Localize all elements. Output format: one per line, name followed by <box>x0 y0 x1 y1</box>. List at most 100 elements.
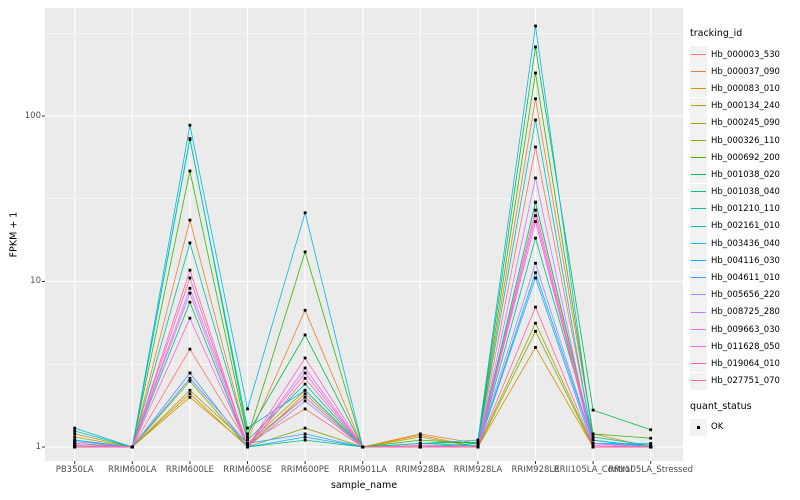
data-point <box>246 435 249 439</box>
data-point <box>303 426 307 430</box>
data-point <box>303 399 307 403</box>
legend-key-line-icon <box>690 338 707 356</box>
data-point <box>534 145 537 149</box>
data-point <box>649 442 653 445</box>
data-point <box>534 208 537 212</box>
y-tick-label: 10 <box>30 276 41 286</box>
data-point <box>534 71 537 75</box>
data-point <box>534 176 537 180</box>
data-point <box>418 442 422 445</box>
legend-items: Hb_000003_530 Hb_000037_090 Hb_000083_010 H… <box>690 46 800 390</box>
legend-key-line-icon <box>690 80 707 98</box>
data-point <box>73 435 77 439</box>
legend-item: Hb_000134_240 <box>690 97 800 115</box>
data-point <box>534 118 537 122</box>
legend-label: Hb_001038_040 <box>711 187 780 198</box>
data-point <box>476 438 480 442</box>
x-axis-title: sample_name <box>330 480 398 491</box>
data-point <box>73 426 77 430</box>
data-point <box>188 376 192 380</box>
data-point <box>649 445 653 449</box>
data-point <box>303 395 307 399</box>
legend-label: Hb_004116_030 <box>711 255 780 266</box>
data-point <box>591 445 595 449</box>
legend-item: Hb_000003_530 <box>690 46 800 64</box>
data-point <box>246 407 249 411</box>
data-point <box>188 286 192 290</box>
legend-label: Hb_009663_030 <box>711 324 780 335</box>
data-point <box>418 445 422 449</box>
x-tick-label: PB350LA <box>55 465 94 475</box>
data-point <box>73 429 77 433</box>
data-point <box>534 261 537 265</box>
data-point <box>188 138 192 141</box>
data-point <box>534 329 537 333</box>
data-point <box>303 211 307 215</box>
legend-item: Hb_000245_090 <box>690 114 800 132</box>
data-point <box>188 388 192 392</box>
legend-item: Hb_001038_020 <box>690 166 800 184</box>
data-point <box>188 316 192 320</box>
legend-label: Hb_008725_280 <box>711 307 780 318</box>
x-tick-label: RRII105LA_Control <box>553 465 633 475</box>
data-point <box>73 442 77 445</box>
x-tick-label: RRIM600LA <box>107 465 157 475</box>
legend-label: Hb_000326_110 <box>711 135 780 146</box>
legend-label: Hb_001038_020 <box>711 169 780 180</box>
data-point <box>303 432 307 436</box>
legend-label: Hb_027751_070 <box>711 376 780 387</box>
legend-key-line-icon <box>690 321 707 339</box>
x-tick-label: RRIM600LE <box>165 465 214 475</box>
data-point <box>303 382 307 386</box>
legend-item: Hb_003436_040 <box>690 235 800 253</box>
data-point <box>303 388 307 392</box>
data-point <box>534 200 537 204</box>
legend-item: Hb_008725_280 <box>690 303 800 321</box>
ok-point-key-icon <box>690 418 707 436</box>
data-point <box>188 347 192 351</box>
data-point <box>591 442 595 445</box>
x-tick-label: RRIM928LA <box>453 465 503 475</box>
data-point <box>303 366 307 370</box>
legend-item: Hb_004116_030 <box>690 252 800 270</box>
data-point <box>534 214 537 217</box>
legend-label: Hb_000037_090 <box>711 66 780 77</box>
legend-item: Hb_002161_010 <box>690 217 800 235</box>
data-point <box>188 291 192 295</box>
panel-background <box>45 8 683 461</box>
data-point <box>303 435 307 439</box>
data-point <box>188 123 192 127</box>
legend-item: Hb_005656_220 <box>690 286 800 304</box>
data-point <box>534 45 537 49</box>
data-point <box>534 271 537 275</box>
data-point <box>73 432 77 436</box>
data-point <box>534 346 537 349</box>
legend-key-line-icon <box>690 372 707 390</box>
legend-item: Hb_019064_010 <box>690 355 800 373</box>
legend-label: Hb_003436_040 <box>711 238 780 249</box>
data-point <box>303 392 307 396</box>
data-point <box>73 440 77 443</box>
data-point <box>534 321 537 325</box>
data-point <box>534 220 537 223</box>
x-tick-label: RRIM600PE <box>280 465 330 475</box>
legend-item: Hb_000692_200 <box>690 149 800 167</box>
data-point <box>303 371 307 375</box>
data-point <box>246 426 249 430</box>
data-point <box>246 442 249 445</box>
legend-item: Hb_000037_090 <box>690 63 800 81</box>
x-tick-label: RRIM901LA <box>338 465 387 475</box>
legend-title-quant-status: quant_status <box>690 400 752 412</box>
data-point <box>534 97 537 101</box>
data-point <box>649 436 653 440</box>
legend-key-line-icon <box>690 63 707 81</box>
legend-key-line-icon <box>690 252 707 270</box>
data-point <box>188 379 192 383</box>
data-point <box>188 300 192 304</box>
legend-key-line-icon <box>690 235 707 253</box>
data-point <box>188 276 192 280</box>
data-point <box>591 408 595 412</box>
legend-label: OK <box>711 422 724 433</box>
